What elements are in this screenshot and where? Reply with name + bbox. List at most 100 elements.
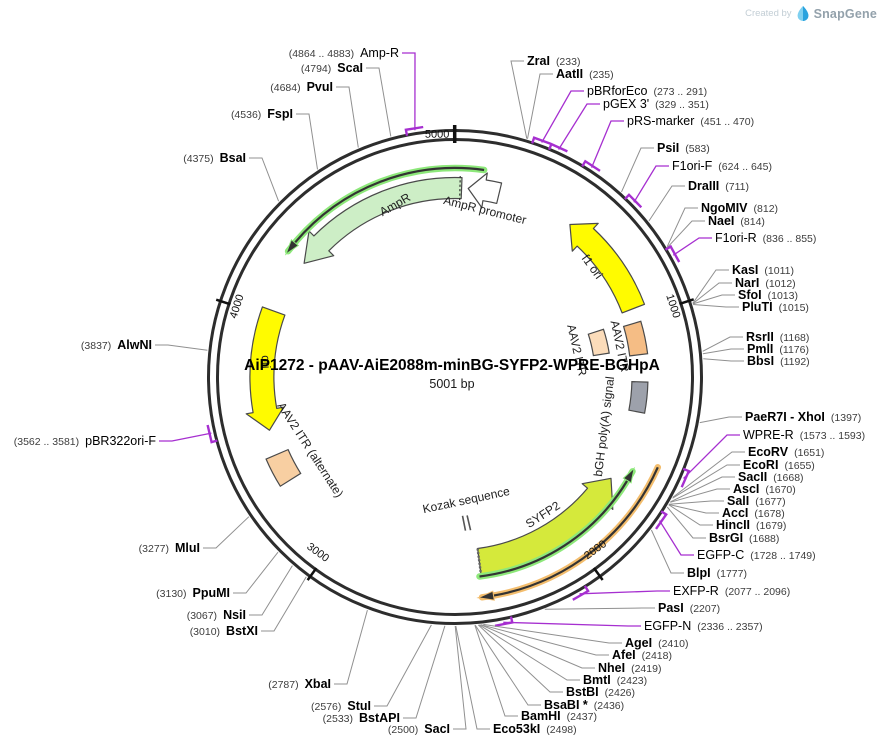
site-label-eco53ki[interactable]: Eco53kI (2498) [493,722,577,736]
site-label-bsrgi[interactable]: BsrGI (1688) [709,531,779,545]
site-label-bstxi[interactable]: (3010) BstXI [190,624,258,638]
site-label-bstapi[interactable]: (2533) BstAPI [323,711,400,725]
site-label-hincii[interactable]: HincII (1679) [716,518,786,532]
feature-kozak-mark-0[interactable] [466,515,472,531]
site-aatii: AatII (235) [527,67,614,139]
feature-f1-ori[interactable] [569,222,646,314]
site-label-pbrforeco[interactable]: pBRforEco (273 .. 291) [587,84,707,98]
site-label-aatii[interactable]: AatII (235) [556,67,614,81]
site-label-egfp-c[interactable]: EGFP-C (1728 .. 1749) [697,548,816,562]
site-afei: AfeI (2418) [480,624,672,662]
site-label-bmti[interactable]: BmtI (2423) [583,673,647,687]
feature-label-bgh-polya-signal[interactable]: bGH poly(A) signal [591,376,617,478]
site-egfp-n: EGFP-N (2336 .. 2357) [494,616,763,633]
feature-aav2-itr-2[interactable] [622,320,649,357]
site-label-asci[interactable]: AscI (1670) [733,482,796,496]
site-fspi: (4536) FspI [231,107,318,170]
site-label-rsrii[interactable]: RsrII (1168) [746,330,809,344]
site-label-afei[interactable]: AfeI (2418) [612,648,672,662]
site-label-kasi[interactable]: KasI (1011) [732,263,794,277]
leader-line [544,607,655,610]
site-label-bstbi[interactable]: BstBI (2426) [566,685,635,699]
feature-aav2-itr-1[interactable] [587,328,610,357]
site-label-pasi[interactable]: PasI (2207) [658,601,720,615]
site-label-psii[interactable]: PsiI (583) [657,141,710,155]
site-label-f1ori-f[interactable]: F1ori-F (624 .. 645) [672,159,772,173]
site-label-pgex-3[interactable]: pGEX 3' (329 .. 351) [603,97,709,111]
tick-1000 [679,298,695,306]
site-stui: (2576) StuI [311,624,432,713]
site-label-sfoi[interactable]: SfoI (1013) [738,288,798,302]
site-label-scai[interactable]: (4794) ScaI [301,61,363,75]
watermark-brand-text: SnapGene [813,6,877,21]
site-label-sacii[interactable]: SacII (1668) [738,470,804,484]
site-label-stui[interactable]: (2576) StuI [311,699,371,713]
site-label-xbai[interactable]: (2787) XbaI [268,677,331,691]
leader-line [621,147,654,193]
site-label-agei[interactable]: AgeI (2410) [625,636,688,650]
leader-line [672,464,740,499]
site-label-pbr322ori-f[interactable]: (3562 .. 3581) pBR322ori-F [14,434,157,448]
leader-line [483,623,622,644]
site-label-zrai[interactable]: ZraI (233) [527,54,580,68]
site-label-ppumi[interactable]: (3130) PpuMI [156,586,230,600]
feature-bgh-polya-signal[interactable] [628,380,649,414]
leader-line [650,529,684,574]
feature-aav2-itr-alternate[interactable] [265,448,302,488]
snapgene-logo-icon [797,6,808,21]
site-label-pmli[interactable]: PmlI (1176) [747,342,809,356]
site-label-paer7i-xhoi[interactable]: PaeR7I - XhoI (1397) [745,410,861,424]
site-pbr322ori-f: (3562 .. 3581) pBR322ori-F [14,424,218,448]
site-label-nari[interactable]: NarI (1012) [735,276,796,290]
site-label-wpre-r[interactable]: WPRE-R (1573 .. 1593) [743,428,865,442]
site-label-egfp-n[interactable]: EGFP-N (2336 .. 2357) [644,619,763,633]
site-egfp-c: EGFP-C (1728 .. 1749) [655,510,816,562]
feature-wpre-thin[interactable] [493,466,659,597]
site-label-nhei[interactable]: NheI (2419) [598,661,661,675]
site-label-ecori[interactable]: EcoRI (1655) [743,458,815,472]
site-label-draiii[interactable]: DraIII (711) [688,179,749,193]
site-label-bsabi[interactable]: BsaBI * (2436) [544,698,624,712]
site-label-pluti[interactable]: PluTI (1015) [742,300,809,314]
leader-line [672,237,712,256]
site-paer7i-xhoi: PaeR7I - XhoI (1397) [699,410,861,424]
site-label-mlui[interactable]: (3277) MluI [139,541,200,555]
leader-line [667,220,705,248]
site-label-f1ori-r[interactable]: F1ori-R (836 .. 855) [715,231,816,245]
feature-ampr[interactable] [303,176,463,264]
site-label-blpi[interactable]: BlpI (1777) [687,566,747,580]
site-ecorv: EcoRV (1651) [672,445,824,498]
site-label-sali[interactable]: SalI (1677) [727,494,786,508]
feature-syfp2-thin[interactable] [479,479,629,578]
site-pgex-3: pGEX 3' (329 .. 351) [547,97,709,153]
site-label-ngomiv[interactable]: NgoMIV (812) [701,201,778,215]
site-label-prs-marker[interactable]: pRS-marker (451 .. 470) [627,114,754,128]
feature-label-ori[interactable]: ori [259,355,274,369]
site-label-bamhi[interactable]: BamHI (2437) [521,709,597,723]
feature-label-kozak-sequence[interactable]: Kozak sequence [421,484,511,516]
feature-label-aav2-itr-alternate[interactable]: AAV2 ITR (alternate) [274,400,346,500]
site-alwni: (3837) AlwNI [81,338,208,352]
site-bstxi: (3010) BstXI [190,576,307,638]
feature-ori[interactable] [245,306,286,431]
site-label-alwni[interactable]: (3837) AlwNI [81,338,152,352]
site-label-naei[interactable]: NaeI (814) [708,214,765,228]
site-label-acci[interactable]: AccI (1678) [722,506,785,520]
leader-line [296,113,318,170]
site-label-pvui[interactable]: (4684) PvuI [270,80,333,94]
site-label-bbsi[interactable]: BbsI (1192) [747,354,810,368]
site-label-fspi[interactable]: (4536) FspI [231,107,293,121]
leader-line [155,344,208,351]
site-label-nsii[interactable]: (3067) NsiI [187,608,246,622]
site-label-ecorv[interactable]: EcoRV (1651) [748,445,824,459]
feature-ampr-thin[interactable] [294,166,485,244]
site-label-saci[interactable]: (2500) SacI [388,722,450,736]
site-label-amp-r[interactable]: (4864 .. 4883) Amp-R [289,46,399,60]
feature-ampr-promoter[interactable] [467,172,503,209]
site-label-exfp-r[interactable]: EXFP-R (2077 .. 2096) [673,584,790,598]
site-label-bsai[interactable]: (4375) BsaI [183,151,246,165]
leader-line [692,282,732,304]
feature-kozak-mark-1[interactable] [461,515,467,531]
primer-site-marker [494,616,514,627]
